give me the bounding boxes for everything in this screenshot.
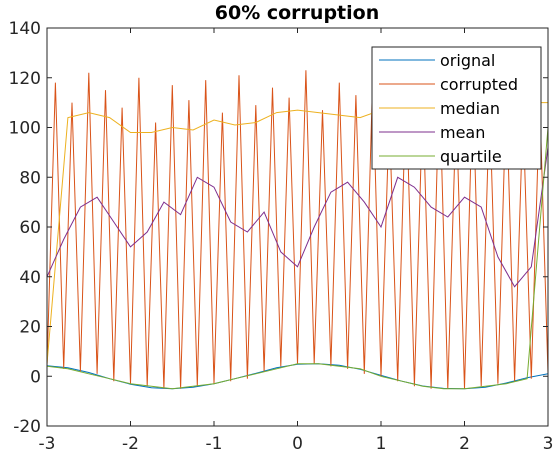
legend-label: mean [440,123,485,142]
y-tick-label: 140 [9,19,41,39]
legend-label: corrupted [440,75,518,94]
x-axis: -3 -2 -1 0 1 2 3 [39,28,554,454]
x-tick-label: -2 [122,434,139,454]
series-layer [47,70,548,390]
chart-title: 60% corruption [215,2,379,24]
x-tick-label: 2 [459,434,470,454]
x-tick-label: 1 [376,434,387,454]
y-tick-label: -20 [13,417,41,437]
x-tick-label: -1 [206,434,223,454]
y-tick-label: 0 [30,367,41,387]
y-tick-label: 120 [9,69,41,89]
y-tick-label: 40 [19,268,41,288]
y-tick-label: 80 [19,168,41,188]
y-axis: -20 0 20 40 60 80 100 120 140 [9,19,548,437]
y-tick-label: 100 [9,119,41,139]
y-tick-label: 20 [19,318,41,338]
y-tick-label: 60 [19,218,41,238]
series-line-quartile [47,127,548,390]
legend: orignal corrupted median mean quartile [371,46,542,170]
x-tick-label: 0 [292,434,303,454]
series-line-mean [47,147,548,288]
series-line-orignal [47,363,548,390]
legend-label: quartile [440,147,502,166]
legend-label: median [440,99,500,118]
x-tick-label: -3 [39,434,56,454]
legend-label: orignal [440,51,495,70]
x-tick-label: 3 [543,434,554,454]
